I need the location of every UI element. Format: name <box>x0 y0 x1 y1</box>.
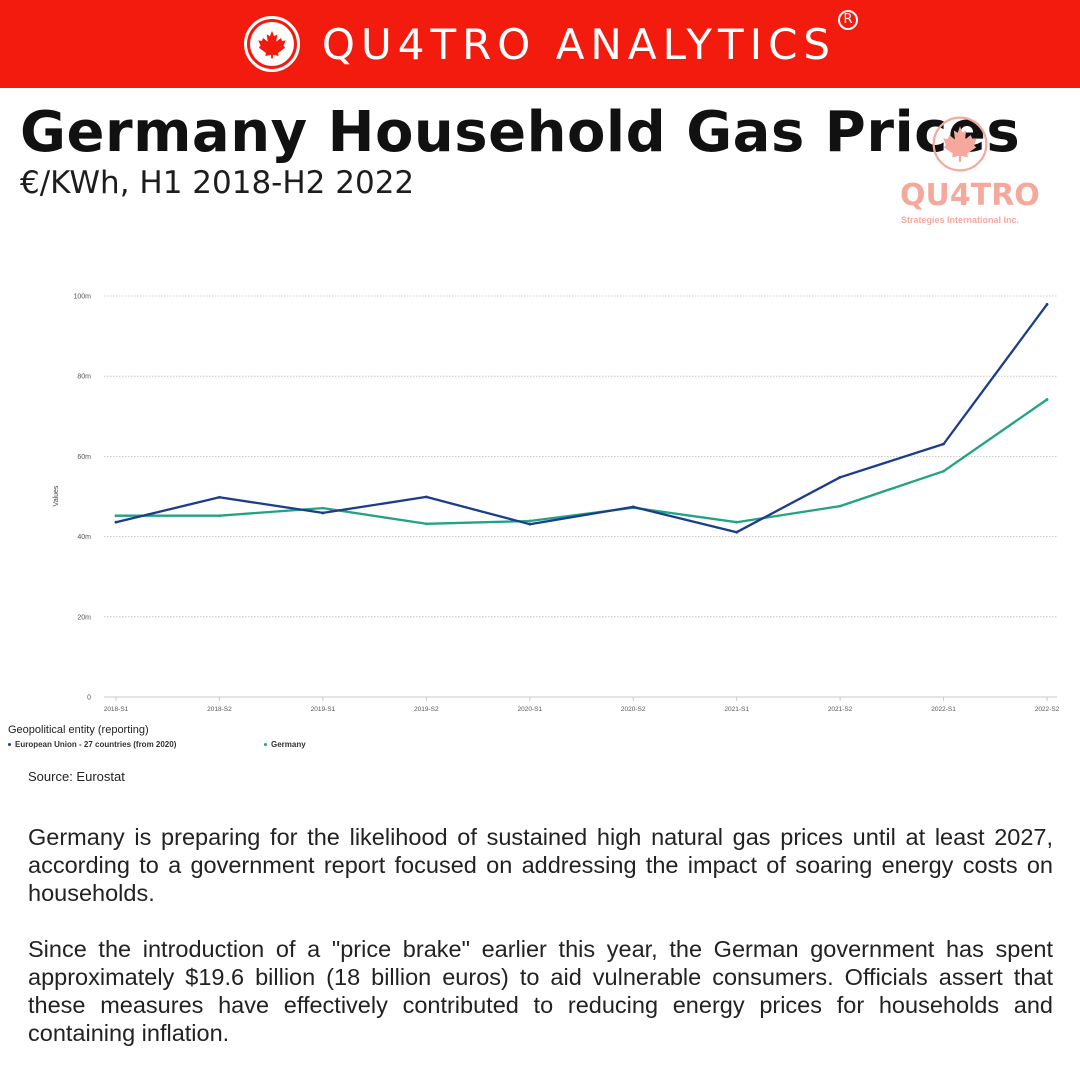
series-line-germany[interactable] <box>114 398 1049 525</box>
data-point-germany[interactable] <box>838 504 842 508</box>
legend-item-germany[interactable]: Germany <box>264 740 306 749</box>
x-tick-label: 2018-S1 <box>104 706 129 713</box>
maple-leaf-icon <box>243 16 300 72</box>
article-body: Germany is preparing for the likelihood … <box>28 823 1053 1075</box>
data-point-germany[interactable] <box>1045 398 1049 401</box>
x-tick-label: 2018-S2 <box>207 706 232 713</box>
data-point-eu[interactable] <box>321 511 325 515</box>
x-tick-label: 2019-S2 <box>414 706 439 713</box>
x-tick-label: 2019-S1 <box>311 706 336 713</box>
y-axis-ticks: 0 20m 40m 60m 80m 100m <box>73 294 91 702</box>
legend-title: Geopolitical entity (reporting) <box>8 724 149 736</box>
y-tick-label: 60m <box>77 454 91 461</box>
article-paragraph: Since the introduction of a "price brake… <box>28 936 1053 1046</box>
x-tick-label: 2022-S1 <box>931 706 956 713</box>
legend-label-germany: Germany <box>271 740 306 749</box>
data-point-germany[interactable] <box>114 514 118 518</box>
brand-banner: QU4TRO ANALYTICS R <box>0 0 1080 88</box>
article-paragraph: Germany is preparing for the likelihood … <box>28 824 1053 906</box>
x-tick-label: 2020-S1 <box>517 706 542 713</box>
company-logo: QU4TRO Strategies International Inc. <box>900 116 1040 225</box>
data-point-eu[interactable] <box>114 520 118 524</box>
y-tick-label: 80m <box>77 374 91 381</box>
legend-item-eu[interactable]: European Union - 27 countries (from 2020… <box>8 740 176 749</box>
legend-marker-germany <box>264 743 267 747</box>
data-point-germany[interactable] <box>942 469 945 473</box>
page-subtitle: €/KWh, H1 2018-H2 2022 <box>20 165 415 201</box>
x-tick-label: 2021-S1 <box>724 706 749 713</box>
y-tick-label: 100m <box>73 294 91 301</box>
data-point-germany[interactable] <box>321 506 325 510</box>
maple-leaf-icon <box>900 116 1020 177</box>
data-point-eu[interactable] <box>838 475 842 479</box>
y-axis-label: Values <box>53 485 60 506</box>
brand-name: QU4TRO ANALYTICS R <box>321 9 859 69</box>
logo-wordmark: QU4TRO <box>900 178 1040 213</box>
y-tick-label: 20m <box>77 614 91 621</box>
data-point-germany[interactable] <box>424 522 428 526</box>
data-point-germany[interactable] <box>218 514 221 518</box>
x-axis-ticks: 2018-S1 2018-S2 2019-S1 2019-S2 2020-S1 2020-… <box>104 697 1060 713</box>
registered-mark: R <box>838 9 859 30</box>
series-line-eu[interactable] <box>114 303 1049 534</box>
data-point-germany[interactable] <box>735 520 739 524</box>
data-point-eu[interactable] <box>218 495 221 499</box>
data-point-eu[interactable] <box>424 495 428 499</box>
x-tick-label: 2020-S2 <box>621 706 646 713</box>
data-point-eu[interactable] <box>942 442 945 446</box>
data-point-eu[interactable] <box>735 530 739 534</box>
legend-entries: European Union - 27 countries (from 2020… <box>8 740 306 754</box>
x-tick-label: 2022-S2 <box>1035 706 1060 713</box>
data-point-eu[interactable] <box>1045 303 1049 306</box>
logo-tagline: Strategies International Inc. <box>900 215 1020 225</box>
x-tick-label: 2021-S2 <box>828 706 853 713</box>
legend-label-eu: European Union - 27 countries (from 2020… <box>15 740 177 749</box>
data-point-germany[interactable] <box>528 519 532 523</box>
chart-series <box>114 303 1049 534</box>
chart-legend: Geopolitical entity (reporting) European… <box>8 724 306 754</box>
source-note: Source: Eurostat <box>28 769 125 784</box>
y-tick-label: 0 <box>87 695 91 702</box>
page-title: Germany Household Gas Prices <box>20 100 1021 165</box>
chart-grid <box>104 295 1057 698</box>
brand-name-text: QU4TRO ANALYTICS <box>321 19 837 69</box>
legend-marker-eu <box>8 743 11 747</box>
y-tick-label: 40m <box>77 534 91 541</box>
data-point-eu[interactable] <box>631 505 635 509</box>
data-point-eu[interactable] <box>528 522 532 526</box>
brand-banner-content: QU4TRO ANALYTICS R <box>243 9 859 72</box>
